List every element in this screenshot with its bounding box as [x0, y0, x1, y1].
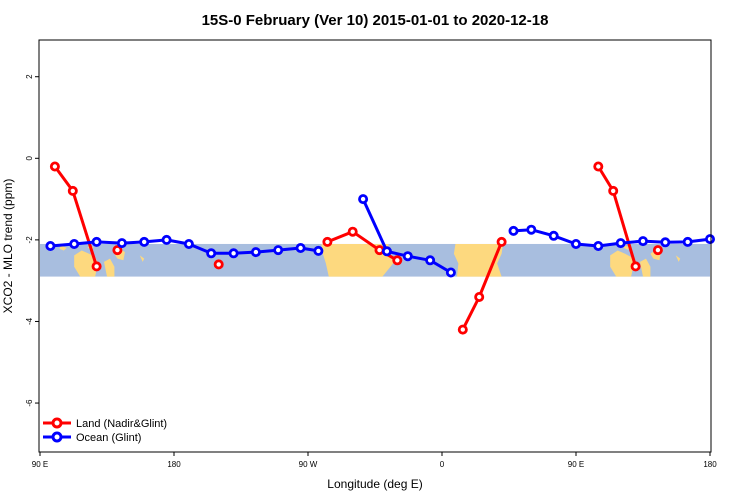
- data-point: [593, 240, 604, 251]
- y-tick-label: 2: [25, 74, 34, 79]
- data-point: [45, 240, 56, 251]
- y-tick-label: 0: [25, 156, 34, 161]
- data-point: [183, 238, 194, 249]
- x-tick-label: 180: [703, 460, 717, 469]
- data-point: [615, 238, 626, 249]
- y-tick-label: -6: [25, 399, 34, 407]
- y-axis-label: XCO2 - MLO trend (ppm): [1, 179, 15, 314]
- data-point: [161, 234, 172, 245]
- data-point: [445, 267, 456, 278]
- data-point: [705, 234, 716, 245]
- data-point: [593, 161, 604, 172]
- data-point: [322, 236, 333, 247]
- data-point: [295, 242, 306, 253]
- data-point: [358, 194, 369, 205]
- data-point: [374, 245, 385, 256]
- data-point: [526, 224, 537, 235]
- australia-land-1: [610, 250, 635, 277]
- data-point: [250, 247, 261, 258]
- plot-frame: [38, 39, 712, 453]
- x-axis: 90 E 180 90 W 0 90 E 180: [32, 452, 717, 469]
- legend-land-label: Land (Nadir&Glint): [76, 418, 167, 430]
- data-point: [508, 225, 519, 236]
- data-point: [381, 246, 392, 257]
- java-land-0: [59, 245, 67, 251]
- legend-ocean-label: Ocean (Glint): [76, 432, 141, 444]
- x-axis-label: Longitude (deg E): [327, 477, 422, 491]
- legend-ocean-marker: [51, 431, 63, 443]
- solomon-land-1: [675, 255, 681, 262]
- series-land: [49, 161, 663, 335]
- y-tick-label: -2: [25, 236, 34, 244]
- australia-north-land-0: [104, 258, 115, 277]
- series-ocean: [45, 194, 716, 278]
- data-point: [91, 236, 102, 247]
- data-point: [425, 255, 436, 266]
- data-point: [630, 261, 641, 272]
- data-point: [139, 236, 150, 247]
- data-point: [571, 238, 582, 249]
- y-axis: 2 0 -2 -4 -6: [25, 74, 39, 407]
- data-point: [347, 226, 358, 237]
- x-tick-label: 0: [440, 460, 445, 469]
- data-point: [116, 238, 127, 249]
- chart-title: 15S-0 February (Ver 10) 2015-01-01 to 20…: [202, 12, 549, 29]
- data-point: [682, 236, 693, 247]
- series-layer: [45, 161, 716, 335]
- data-point: [638, 236, 649, 247]
- data-point: [313, 245, 324, 256]
- data-point: [49, 161, 60, 172]
- series-line: [513, 228, 711, 248]
- data-point: [496, 236, 507, 247]
- data-point: [402, 251, 413, 262]
- islands-land-1: [623, 245, 630, 250]
- data-point: [67, 185, 78, 196]
- data-point: [474, 291, 485, 302]
- data-point: [273, 245, 284, 256]
- x-tick-label: 90 E: [568, 460, 584, 469]
- y-tick-label: -4: [25, 317, 34, 325]
- x-tick-label: 180: [167, 460, 181, 469]
- data-point: [608, 185, 619, 196]
- data-point: [206, 248, 217, 259]
- data-point: [69, 238, 80, 249]
- data-point: [660, 237, 671, 248]
- legend-land-marker: [51, 417, 63, 429]
- solomon-land-0: [139, 255, 145, 262]
- data-point: [213, 259, 224, 270]
- data-point: [112, 245, 123, 256]
- data-point: [457, 324, 468, 335]
- data-point: [91, 261, 102, 272]
- australia-north-land-1: [640, 258, 651, 277]
- legend: Land (Nadir&Glint) Ocean (Glint): [43, 417, 167, 444]
- x-tick-label: 90 W: [299, 460, 318, 469]
- data-point: [548, 230, 559, 241]
- x-tick-label: 90 E: [32, 460, 48, 469]
- data-point: [392, 255, 403, 266]
- data-point: [228, 248, 239, 259]
- data-point: [652, 245, 663, 256]
